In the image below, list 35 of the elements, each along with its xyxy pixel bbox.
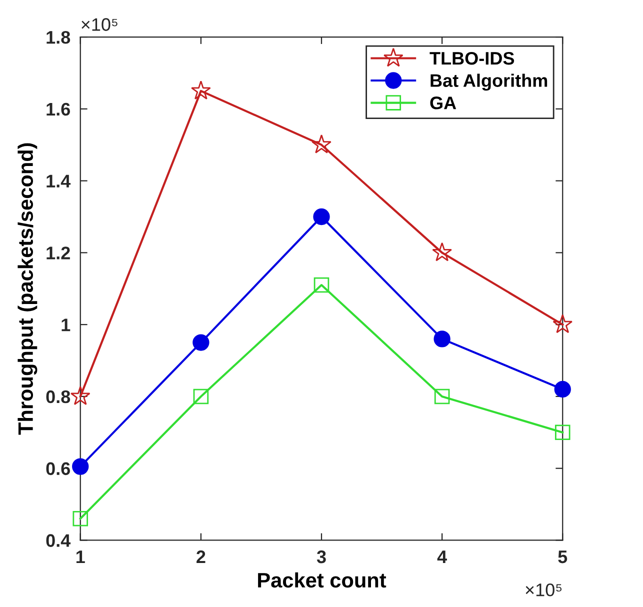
y-tick-label: 0.6: [46, 462, 70, 476]
point: [552, 314, 573, 334]
point: [312, 134, 332, 154]
x-axis-title: Packet count: [258, 572, 386, 588]
point: [190, 80, 211, 100]
y-tick-label: 1: [62, 318, 70, 332]
text: ×10⁵: [82, 18, 118, 31]
legend-label: GA: [430, 96, 456, 110]
y-tick-label: 1.6: [46, 102, 70, 116]
y-tick-label: 0.8: [46, 390, 70, 404]
y-tick-label: 1.4: [46, 174, 71, 188]
point: [554, 380, 571, 398]
point: [70, 386, 90, 406]
point: [193, 388, 209, 404]
y-axis-title: Throughput (packets/second): [18, 143, 38, 435]
y-tick-label: 1.2: [46, 246, 70, 260]
y-tick-label: 1.8: [46, 30, 70, 44]
legend-label: TLBO-IDS: [430, 52, 514, 65]
point: [313, 208, 330, 226]
point: [72, 458, 89, 475]
text: ×10⁵: [526, 583, 562, 596]
point: [434, 330, 450, 348]
x-tick-label: 5: [558, 550, 568, 564]
point: [192, 334, 210, 351]
x-tick-label: 2: [196, 550, 206, 564]
x-tick-label: 4: [437, 550, 447, 564]
legend-label: Bat Algorithm: [430, 74, 548, 91]
point: [554, 424, 570, 440]
point: [432, 242, 452, 262]
point: [434, 388, 450, 404]
x-tick-label: 1: [76, 550, 85, 564]
x-tick-label: 3: [316, 550, 326, 564]
y-tick-label: 0.4: [46, 534, 71, 547]
point: [72, 511, 88, 526]
point: [314, 277, 330, 293]
